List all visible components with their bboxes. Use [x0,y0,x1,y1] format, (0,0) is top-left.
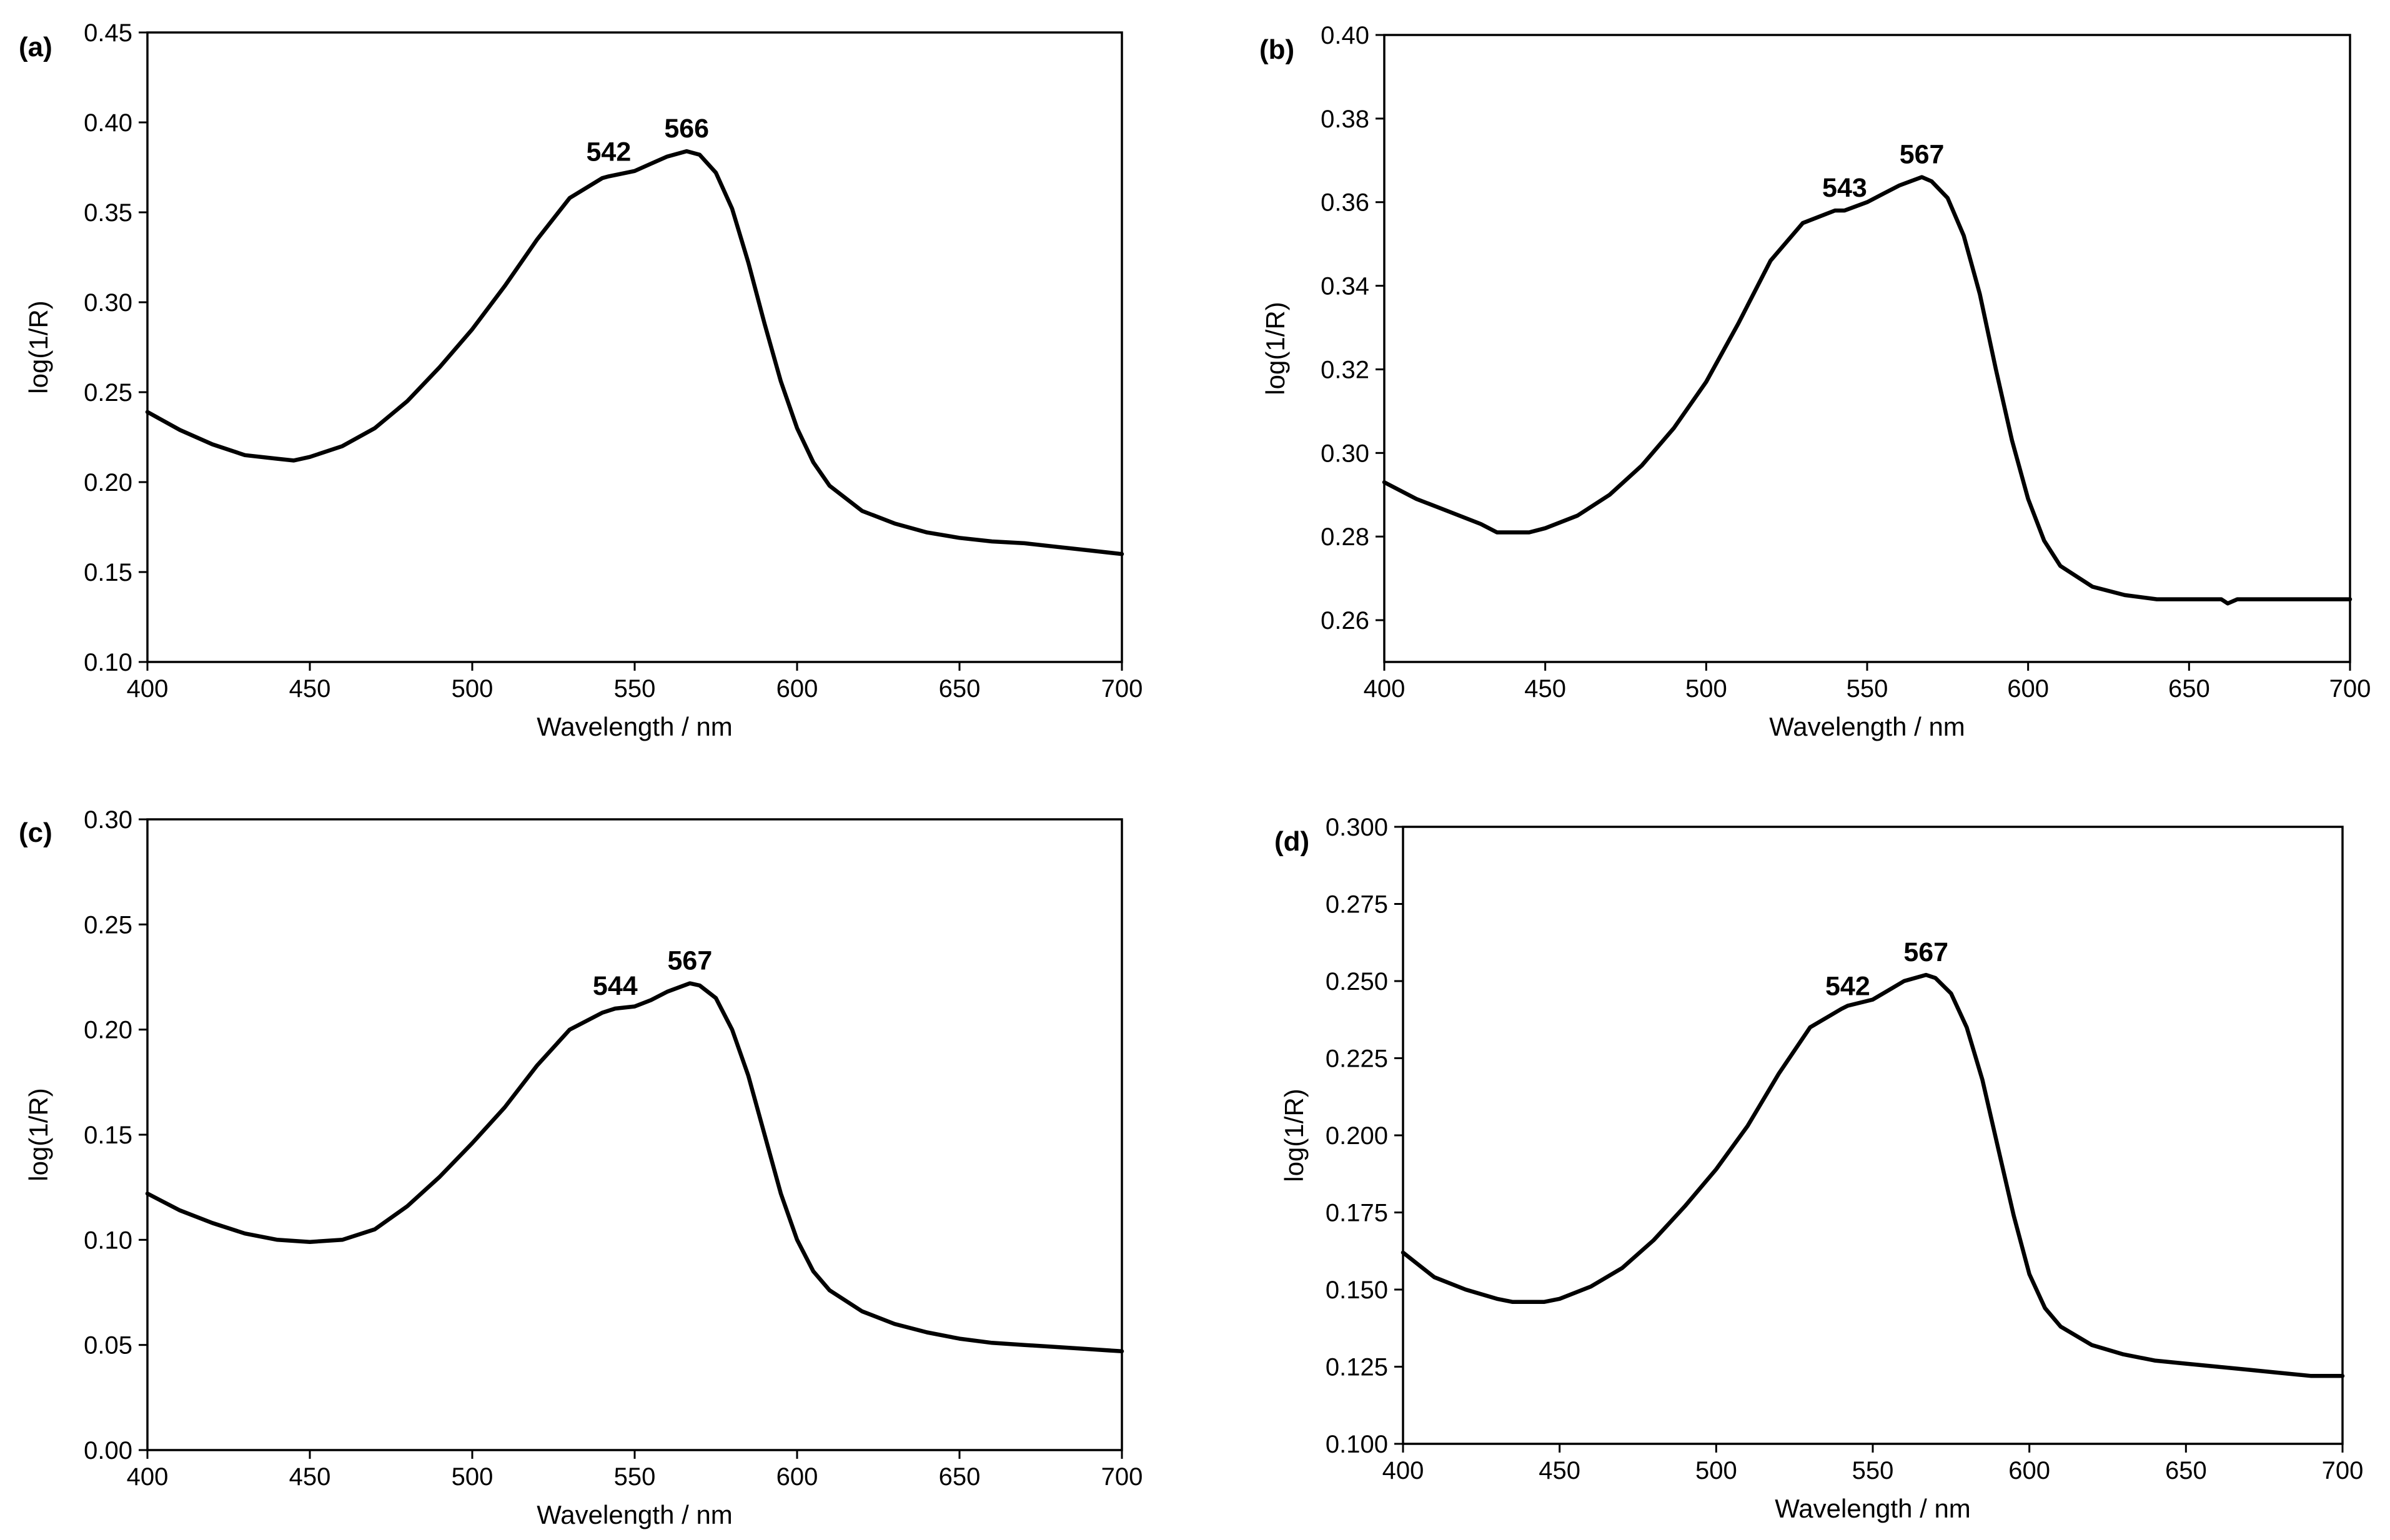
y-tick-label: 0.38 [1321,106,1369,133]
panel-label: (c) [19,817,52,848]
x-tick-label: 550 [614,1463,656,1491]
y-tick-label: 0.200 [1326,1122,1388,1150]
y-tick-label: 0.25 [84,911,132,939]
x-tick-label: 650 [939,675,981,703]
peak-label: 567 [1903,937,1948,967]
y-tick-label: 0.15 [84,1122,132,1149]
x-tick-label: 500 [452,1463,493,1491]
x-tick-label: 700 [2322,1457,2364,1484]
y-tick-label: 0.30 [84,806,132,834]
y-axis-title: log(1/R) [1279,1088,1309,1182]
peak-label: 566 [664,114,709,144]
x-tick-label: 550 [614,675,656,703]
x-axis-title: Wavelength / nm [1769,712,1965,741]
peak-label: 542 [1825,971,1870,1001]
spectrum-line [1401,972,2345,1378]
x-tick-label: 450 [1524,675,1566,703]
chart-panel-1: (a) 400 450 500 550 600 650 700 0.10 0.15 0.20 0.25… [19,19,1143,741]
y-tick-label: 0.175 [1326,1200,1388,1227]
x-tick-label: 400 [1364,675,1406,703]
y-axis-title: log(1/R) [24,300,53,393]
y-axis-title: log(1/R) [1261,302,1290,395]
x-tick-label: 600 [776,1463,818,1491]
x-tick-label: 600 [2008,1457,2050,1484]
x-tick-label: 450 [1539,1457,1580,1484]
x-tick-label: 600 [2007,675,2049,703]
y-tick-label: 0.10 [84,1227,132,1254]
x-tick-label: 700 [2329,675,2371,703]
plot-frame [146,31,1123,663]
y-tick-label: 0.20 [84,1017,132,1044]
x-tick-label: 450 [289,675,331,703]
y-tick-label: 0.45 [84,19,132,47]
y-tick-label: 0.10 [84,649,132,676]
x-tick-label: 400 [127,675,169,703]
y-tick-label: 0.150 [1326,1276,1388,1304]
y-tick-label: 0.20 [84,469,132,496]
peak-label: 542 [587,137,632,167]
x-tick-label: 400 [127,1463,169,1491]
y-tick-label: 0.25 [84,379,132,407]
x-tick-label: 500 [452,675,493,703]
x-tick-label: 700 [1101,1463,1143,1491]
x-tick-label: 550 [1852,1457,1894,1484]
spectrum-line [1382,175,2353,606]
x-tick-label: 700 [1101,675,1143,703]
y-tick-label: 0.00 [84,1437,132,1464]
chart-panel-2: (b) 400 450 500 550 600 650 700 0.26 0.28 0.30 0.32… [1259,22,2371,741]
y-tick-label: 0.34 [1321,273,1369,300]
peak-label: 567 [668,946,713,976]
y-tick-label: 0.15 [84,559,132,586]
x-tick-label: 400 [1382,1457,1424,1484]
peak-label: 544 [593,971,638,1001]
chart-panel-4: (d) 400 450 500 550 600 650 700 0.100 0.125 0.150 0… [1274,814,2363,1523]
x-tick-label: 550 [1847,675,1888,703]
y-tick-label: 0.28 [1321,523,1369,551]
x-tick-label: 650 [2168,675,2210,703]
spectrum-line [145,149,1124,556]
peak-label: 543 [1822,173,1867,203]
y-tick-label: 0.300 [1326,814,1388,841]
peak-label: 567 [1900,140,1945,170]
x-tick-label: 600 [776,675,818,703]
x-axis-title: Wavelength / nm [537,1500,733,1529]
y-tick-label: 0.35 [84,199,132,227]
y-tick-label: 0.225 [1326,1045,1388,1073]
panel-label: (a) [19,32,52,62]
y-tick-label: 0.30 [1321,440,1369,467]
x-axis-title: Wavelength / nm [537,712,733,741]
panel-label: (b) [1259,34,1294,65]
y-tick-label: 0.100 [1326,1431,1388,1458]
x-tick-label: 650 [2165,1457,2207,1484]
plot-frame [1383,34,2351,663]
plot-frame [1402,826,2344,1445]
spectrum-line [145,981,1124,1354]
y-tick-label: 0.32 [1321,356,1369,383]
panel-label: (d) [1274,826,1309,857]
y-tick-label: 0.05 [84,1332,132,1360]
y-tick-label: 0.40 [84,109,132,137]
x-tick-label: 500 [1695,1457,1737,1484]
y-tick-label: 0.36 [1321,189,1369,217]
y-tick-label: 0.30 [84,289,132,317]
chart-panel-3: (c) 400 450 500 550 600 650 700 0.00 0.05 0.10 0.15… [19,806,1143,1529]
x-axis-title: Wavelength / nm [1775,1494,1971,1523]
x-tick-label: 450 [289,1463,331,1491]
x-tick-label: 650 [939,1463,981,1491]
y-tick-label: 0.40 [1321,22,1369,49]
plot-frame [146,818,1123,1451]
y-tick-label: 0.125 [1326,1354,1388,1381]
x-tick-label: 500 [1685,675,1727,703]
y-tick-label: 0.275 [1326,891,1388,919]
y-axis-title: log(1/R) [24,1088,53,1181]
y-tick-label: 0.26 [1321,607,1369,634]
y-tick-label: 0.250 [1326,968,1388,995]
